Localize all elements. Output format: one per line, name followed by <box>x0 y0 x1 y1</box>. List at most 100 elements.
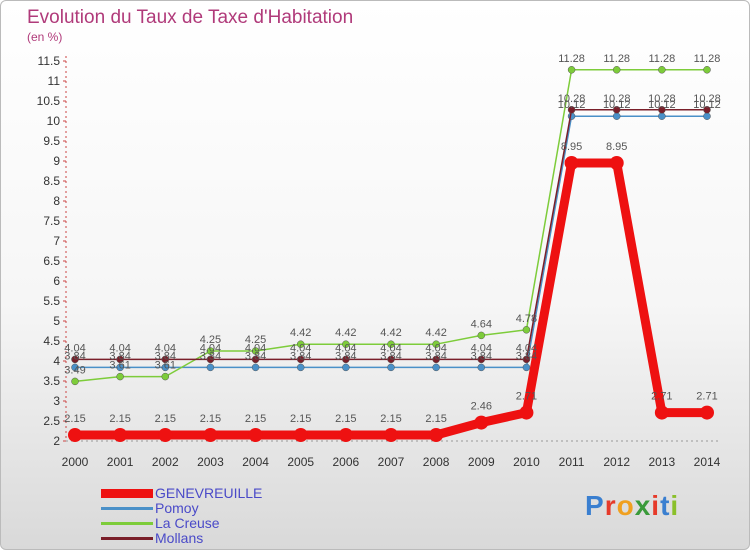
logo-letter: P <box>585 490 605 521</box>
data-point-la-creuse <box>432 340 440 348</box>
data-point-mollans <box>251 355 260 364</box>
logo-letter: r <box>604 490 617 521</box>
data-point-mollans <box>703 106 711 114</box>
y-tick-label: 3.5 <box>43 374 60 388</box>
data-point-pomoy <box>387 363 395 372</box>
data-label-la-creuse: 3.61 <box>155 360 176 372</box>
data-point-la-creuse <box>387 340 395 348</box>
data-point-la-creuse <box>522 326 531 334</box>
data-label-mollans: 4.04 <box>64 342 85 354</box>
data-label-genevreuille: 2.15 <box>380 413 401 425</box>
data-point-la-creuse <box>658 66 666 74</box>
data-point-pomoy <box>522 363 531 372</box>
data-point-la-creuse <box>612 66 621 74</box>
data-label-la-creuse: 11.28 <box>603 53 630 65</box>
data-label-genevreuille: 2.15 <box>64 413 85 425</box>
data-point-mollans <box>161 355 170 364</box>
data-label-pomoy: 3.84 <box>290 350 311 362</box>
data-label-la-creuse: 4.42 <box>290 327 311 339</box>
data-label-pomoy: 3.84 <box>64 350 85 362</box>
data-label-genevreuille: 8.95 <box>606 141 627 153</box>
data-point-mollans <box>342 355 350 364</box>
data-point-la-creuse <box>206 347 215 355</box>
data-label-la-creuse: 11.28 <box>694 53 721 65</box>
legend-item-genevreuille: GENEVREUILLE <box>101 485 301 501</box>
data-point-mollans <box>432 355 440 364</box>
data-label-la-creuse: 3.61 <box>109 360 130 372</box>
data-label-la-creuse: 4.42 <box>335 327 356 339</box>
legend-item-la-creuse: La Creuse <box>101 515 301 531</box>
data-label-genevreuille: 2.71 <box>696 391 717 403</box>
y-tick-label: 3 <box>53 394 60 408</box>
data-point-pomoy <box>342 363 350 372</box>
data-point-la-creuse <box>161 372 170 381</box>
data-label-genevreuille: 2.15 <box>425 413 446 425</box>
x-tick-label: 2002 <box>152 455 179 469</box>
data-label-genevreuille: 2.71 <box>651 391 672 403</box>
data-label-mollans: 4.04 <box>425 342 446 354</box>
x-tick-label: 2009 <box>468 455 495 469</box>
data-label-mollans: 4.04 <box>290 342 311 354</box>
data-label-pomoy: 3.84 <box>335 350 356 362</box>
data-label-la-creuse: 4.25 <box>200 334 221 346</box>
x-tick-label: 2013 <box>649 455 676 469</box>
data-point-genevreuille <box>203 428 218 442</box>
legend-item-pomoy: Pomoy <box>101 500 301 516</box>
x-tick-label: 2011 <box>559 455 585 469</box>
data-point-genevreuille <box>654 405 669 420</box>
data-point-pomoy <box>612 112 621 120</box>
x-tick-label: 2007 <box>378 455 405 469</box>
y-tick-label: 6.5 <box>43 254 60 268</box>
data-point-la-creuse <box>703 66 711 74</box>
data-label-mollans: 4.04 <box>155 342 176 354</box>
data-point-mollans <box>296 355 305 364</box>
data-label-mollans: 4.04 <box>245 342 266 354</box>
data-point-genevreuille <box>338 428 353 442</box>
data-point-pomoy <box>703 112 711 120</box>
data-label-genevreuille: 2.71 <box>516 391 537 403</box>
data-label-pomoy: 3.84 <box>425 350 446 362</box>
data-label-genevreuille: 2.15 <box>245 413 266 425</box>
data-point-pomoy <box>477 363 486 372</box>
data-label-pomoy: 3.84 <box>109 350 130 362</box>
y-tick-label: 2 <box>53 434 60 448</box>
data-label-mollans: 4.04 <box>471 342 492 354</box>
data-label-pomoy: 3.84 <box>516 350 537 362</box>
x-tick-label: 2006 <box>333 455 360 469</box>
data-point-genevreuille <box>293 428 308 442</box>
data-point-genevreuille <box>564 156 579 170</box>
data-point-pomoy <box>161 363 170 372</box>
data-label-genevreuille: 2.15 <box>109 413 130 425</box>
logo-letter: x <box>634 490 652 521</box>
data-label-genevreuille: 2.15 <box>200 413 221 425</box>
data-point-la-creuse <box>567 66 576 74</box>
data-point-la-creuse <box>251 347 260 355</box>
y-tick-label: 8.5 <box>43 174 60 188</box>
data-point-genevreuille <box>68 428 82 442</box>
data-label-pomoy: 10.12 <box>603 99 631 111</box>
data-label-la-creuse: 11.28 <box>648 53 675 65</box>
logo-letter: t <box>660 490 671 521</box>
data-label-la-creuse: 4.25 <box>245 334 266 346</box>
x-tick-label: 2001 <box>107 455 134 469</box>
data-point-pomoy <box>251 363 260 372</box>
proxiti-logo: Proxiti <box>585 490 679 522</box>
y-tick-label: 7.5 <box>43 214 60 228</box>
logo-letter: o <box>616 490 635 521</box>
legend: GENEVREUILLE Pomoy La Creuse Mollans <box>101 485 301 546</box>
y-tick-label: 11 <box>48 74 61 88</box>
legend-label-la-creuse: La Creuse <box>155 515 220 531</box>
data-point-pomoy <box>206 363 215 372</box>
data-label-genevreuille: 2.15 <box>155 413 176 425</box>
data-point-la-creuse <box>342 340 350 348</box>
x-tick-label: 2003 <box>197 455 224 469</box>
legend-label-mollans: Mollans <box>155 530 204 546</box>
data-label-pomoy: 3.84 <box>200 350 221 362</box>
data-point-genevreuille <box>519 405 534 420</box>
data-label-genevreuille: 2.46 <box>471 401 492 413</box>
data-point-mollans <box>116 355 124 364</box>
data-point-genevreuille <box>609 156 624 170</box>
data-point-la-creuse <box>116 372 124 381</box>
